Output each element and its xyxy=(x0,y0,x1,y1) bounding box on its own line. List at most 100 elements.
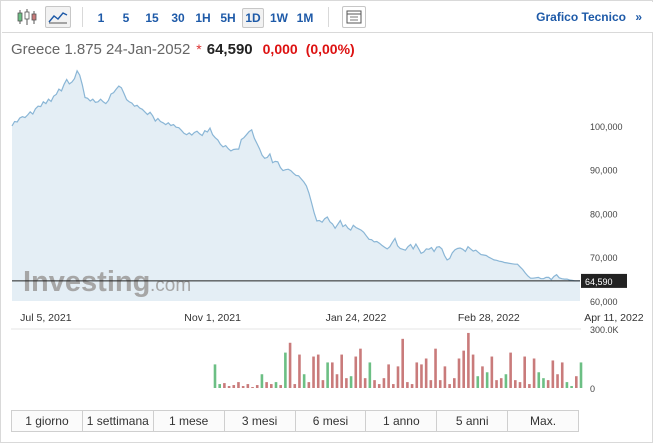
timeframe-1d[interactable]: 1D xyxy=(242,8,264,28)
quote-header: Greece 1.875 24-Jan-2052 * 64,590 0,000 … xyxy=(11,41,355,61)
volume-bar xyxy=(560,362,564,388)
volume-bar xyxy=(293,384,297,388)
volume-bar xyxy=(528,384,531,388)
volume-tick-label: 300.0K xyxy=(590,325,619,335)
volume-bar xyxy=(495,380,498,388)
volume-bar xyxy=(476,376,480,388)
price-chart[interactable]: Investing .com 64,590 60,000 70,000 80,000… xyxy=(1,1,652,406)
volume-bar xyxy=(251,387,254,388)
volume-bar xyxy=(255,385,259,388)
timeframe-15[interactable]: 15 xyxy=(145,11,159,25)
y-tick-label: 70,000 xyxy=(590,253,618,263)
timeframe-5h[interactable]: 5H xyxy=(220,11,236,25)
volume-bar xyxy=(551,360,555,388)
volume-bar xyxy=(429,380,433,388)
chart-settings-icon[interactable] xyxy=(342,6,366,28)
investing-watermark-suffix: .com xyxy=(150,275,191,296)
x-tick-label: Feb 28, 2022 xyxy=(458,312,520,324)
price-series xyxy=(11,69,580,301)
last-price-label: 64,590 xyxy=(585,277,613,287)
volume-bar xyxy=(331,362,334,388)
volume-bar xyxy=(504,374,508,388)
investing-watermark: Investing xyxy=(23,266,150,298)
price-area-fill xyxy=(12,70,580,301)
volume-bar xyxy=(302,374,306,388)
price-line xyxy=(11,69,580,282)
range-1-month[interactable]: 1 mese xyxy=(153,411,225,431)
volume-bar xyxy=(448,384,451,388)
volume-bar xyxy=(462,350,465,388)
instrument-name: Greece 1.875 24-Jan-2052 xyxy=(11,41,191,58)
volume-bar xyxy=(457,358,461,388)
x-tick-label: Nov 1, 2021 xyxy=(184,312,241,324)
volume-bar xyxy=(349,376,353,388)
volume-bar xyxy=(354,356,358,388)
volume-bar xyxy=(518,382,522,388)
volume-bar xyxy=(345,378,348,388)
timeframe-1m[interactable]: 1M xyxy=(296,11,314,25)
volume-bar xyxy=(570,386,573,388)
volume-tick-label: 0 xyxy=(590,384,595,394)
volume-bar xyxy=(284,352,287,388)
volume-bar xyxy=(542,378,545,388)
volume-bar xyxy=(387,364,390,388)
range-5-years[interactable]: 5 anni xyxy=(437,411,509,431)
delayed-data-star: * xyxy=(196,41,202,57)
x-tick-label: Apr 11, 2022 xyxy=(584,312,644,324)
volume-bar xyxy=(453,378,456,388)
volume-bar xyxy=(363,378,367,388)
volume-bar xyxy=(368,362,372,388)
volume-bar xyxy=(523,356,526,388)
range-max[interactable]: Max. xyxy=(508,411,578,431)
volume-bar xyxy=(556,374,559,388)
volume-series xyxy=(213,332,583,388)
volume-bar xyxy=(509,352,512,388)
volume-bar xyxy=(401,338,404,388)
y-tick-label: 80,000 xyxy=(590,209,618,219)
volume-bar xyxy=(237,382,240,388)
y-tick-label: 90,000 xyxy=(590,166,618,176)
volume-bar xyxy=(213,364,217,388)
volume-bar xyxy=(373,380,376,388)
volume-bar xyxy=(546,380,550,388)
range-1-year[interactable]: 1 anno xyxy=(366,411,438,431)
chart-toolbar: 1 5 15 30 1H 5H 1D 1W 1M Grafico Tecnico… xyxy=(2,2,653,33)
y-tick-label: 60,000 xyxy=(590,297,618,307)
volume-bar xyxy=(227,386,231,388)
technical-chart-link[interactable]: Grafico Tecnico » xyxy=(536,10,642,24)
volume-bar xyxy=(490,356,494,388)
area-chart-icon[interactable] xyxy=(45,6,71,28)
timeframe-5[interactable]: 5 xyxy=(122,11,130,25)
volume-bar xyxy=(481,366,484,388)
volume-bar xyxy=(438,380,442,388)
volume-bar xyxy=(321,380,325,388)
last-price: 64,590 xyxy=(206,41,253,58)
timeframe-1w[interactable]: 1W xyxy=(270,11,288,25)
range-selector: 1 giorno 1 settimana 1 mese 3 mesi 6 mes… xyxy=(11,410,579,432)
timeframe-1h[interactable]: 1H xyxy=(195,11,211,25)
range-1-week[interactable]: 1 settimana xyxy=(82,411,154,431)
volume-bar xyxy=(532,358,536,388)
range-6-months[interactable]: 6 mesi xyxy=(295,411,367,431)
volume-bar xyxy=(288,342,292,388)
candlestick-icon[interactable] xyxy=(15,6,39,28)
last-price-label-box xyxy=(581,273,627,288)
volume-bar xyxy=(392,384,395,388)
volume-bar xyxy=(424,358,428,388)
volume-bar xyxy=(340,354,343,388)
range-1-day[interactable]: 1 giorno xyxy=(12,411,83,431)
volume-bar xyxy=(382,378,386,388)
timeframe-1[interactable]: 1 xyxy=(97,11,105,25)
volume-bar xyxy=(298,354,301,388)
volume-bar xyxy=(467,332,470,388)
volume-bar xyxy=(396,366,400,388)
volume-bar xyxy=(410,384,414,388)
volume-bar xyxy=(218,384,221,388)
timeframe-30[interactable]: 30 xyxy=(171,11,185,25)
volume-bar xyxy=(377,384,381,388)
range-3-months[interactable]: 3 mesi xyxy=(224,411,296,431)
volume-bar xyxy=(359,348,362,388)
price-change-percent: (0,00%) xyxy=(305,41,355,57)
volume-bar xyxy=(537,372,541,388)
